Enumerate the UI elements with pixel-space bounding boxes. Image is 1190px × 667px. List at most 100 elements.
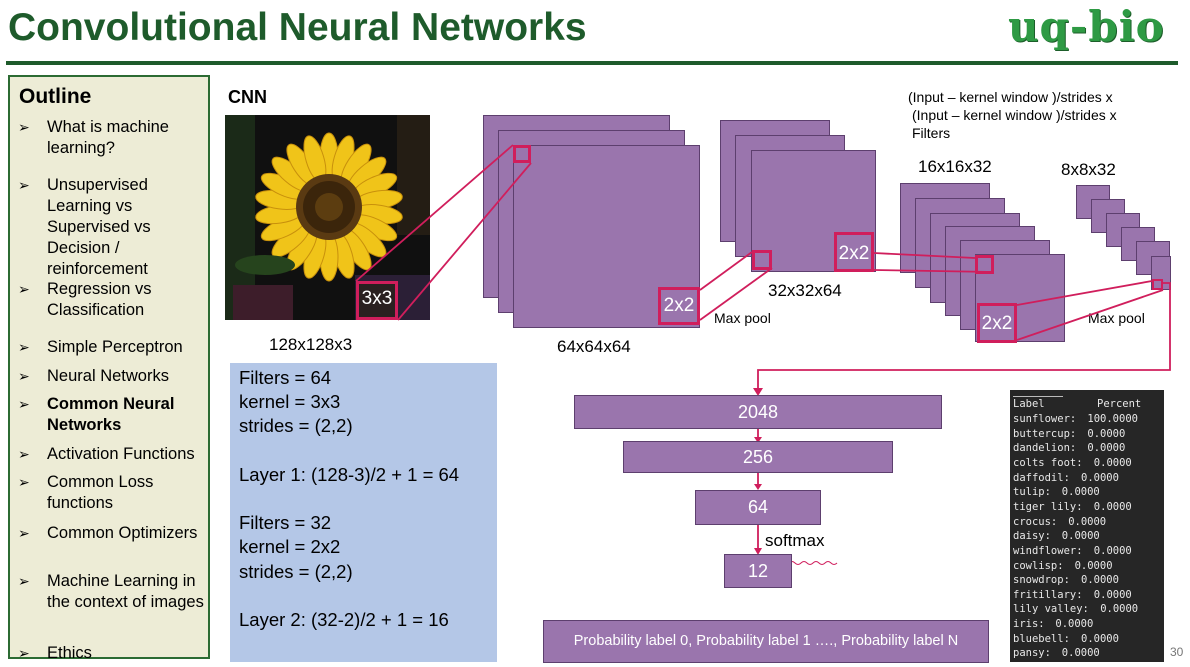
- prediction-percent: 0.0000: [1061, 486, 1100, 499]
- conv2-dims-label: 32x32x64: [768, 281, 842, 300]
- prediction-label: bluebell:: [1013, 632, 1070, 645]
- slide-title: Convolutional Neural Networks: [8, 6, 587, 49]
- probability-output-box: Probability label 0, Probability label 1…: [543, 620, 989, 663]
- formula-line-1: (Input – kernel window )/strides x: [908, 89, 1113, 105]
- input-dims-label: 128x128x3: [269, 335, 353, 354]
- prediction-label: colts foot:: [1013, 456, 1083, 469]
- parameter-line: Layer 1: (128-3)/2 + 1 = 64: [239, 463, 460, 485]
- prediction-percent: 0.0000: [1093, 544, 1132, 557]
- prediction-percent: 0.0000: [1100, 603, 1139, 616]
- prediction-percent: 0.0000: [1081, 632, 1119, 645]
- outline-item-label: Neural Networks: [47, 367, 169, 385]
- parameter-line: Filters = 32: [239, 512, 332, 534]
- outline-heading: Outline: [19, 85, 92, 108]
- conv2-kernel-label: 2x2: [838, 243, 870, 264]
- arrow-bullet-icon: ➢: [18, 368, 30, 384]
- prediction-percent: 0.0000: [1093, 456, 1132, 469]
- conv1-receptive-field: [513, 145, 531, 163]
- parameter-line: Layer 2: (32-2)/2 + 1 = 16: [239, 609, 449, 630]
- prediction-label: daisy:: [1013, 530, 1051, 543]
- prediction-label: lily valley:: [1013, 603, 1089, 616]
- prediction-label: tulip:: [1013, 486, 1051, 499]
- prediction-label: sunflower:: [1013, 413, 1077, 425]
- prediction-label: buttercup:: [1013, 427, 1077, 440]
- prediction-percent: 0.0000: [1068, 515, 1107, 528]
- output-layer-12: 12: [724, 554, 792, 588]
- dense-layer-256: 256: [623, 441, 893, 473]
- prediction-label: dandelion:: [1013, 442, 1077, 455]
- arrow-bullet-icon: ➢: [18, 177, 30, 193]
- kernel-3x3-highlight: [356, 281, 398, 320]
- outline-item-label: Machine Learning in the context of image…: [47, 572, 204, 611]
- parameter-line: kernel = 3x3: [239, 391, 341, 413]
- conv1-dims-label: 64x64x64: [557, 337, 631, 356]
- conv3-dims-label: 16x16x32: [918, 157, 992, 176]
- prediction-label: daffodil:: [1013, 471, 1070, 484]
- conv4-cell: [1152, 279, 1163, 290]
- prediction-percent: 0.0000: [1061, 530, 1100, 543]
- prediction-percent: 0.0000: [1081, 471, 1119, 484]
- arrow-bullet-icon: ➢: [18, 645, 30, 661]
- prediction-label: tiger lily:: [1013, 500, 1083, 513]
- prediction-percent: 0.0000: [1093, 588, 1132, 601]
- output-header-label: Label: [1013, 398, 1045, 410]
- prediction-percent: 0.0000: [1093, 500, 1132, 513]
- outline-item-label: Ethics: [47, 644, 92, 662]
- arrow-bullet-icon: ➢: [18, 281, 30, 297]
- outline-item-label: Common Loss functions: [47, 473, 154, 512]
- outline-item-label: Activation Functions: [47, 445, 195, 463]
- prediction-percent: 0.0000: [1087, 442, 1126, 455]
- pool1-kernel-highlight: [658, 287, 700, 325]
- prediction-label: pansy:: [1013, 647, 1051, 660]
- title-divider: [6, 61, 1178, 65]
- prediction-label: snowdrop:: [1013, 574, 1070, 587]
- parameter-line: Filters = 64: [239, 367, 332, 388]
- dense-layer-64: 64: [695, 490, 821, 525]
- prediction-percent: 0.0000: [1061, 647, 1100, 660]
- conv3-feature-map: [975, 254, 1065, 342]
- conv1-feature-map: [513, 145, 700, 328]
- outline-item-label: Common Neural Networks: [47, 395, 175, 434]
- prediction-label: crocus:: [1013, 515, 1058, 528]
- prediction-percent: 0.0000: [1087, 427, 1126, 440]
- parameter-line: kernel = 2x2: [239, 536, 341, 558]
- prediction-percent: 0.0000: [1055, 618, 1094, 631]
- parameters-panel: Filters = 64 kernel = 3x3 strides = (2,2) L…: [230, 363, 497, 662]
- arrow-bullet-icon: ➢: [18, 119, 30, 135]
- arrow-bullet-icon: ➢: [18, 396, 30, 412]
- parameter-line: strides = (2,2): [239, 415, 353, 437]
- softmax-label: softmax: [765, 531, 825, 550]
- outline-panel: Outline ➢ What is machine learning? ➢ Unsup…: [8, 75, 210, 662]
- conv2-pooled-cell: [752, 250, 772, 270]
- cnn-heading: CNN: [228, 87, 267, 107]
- arrow-bullet-icon: ➢: [18, 525, 30, 541]
- pool1-label: Max pool: [714, 310, 771, 326]
- conv4-dims-label: 8x8x32: [1061, 160, 1116, 179]
- conv2-kernel-highlight: [834, 232, 874, 272]
- outline-item-label: Common Optimizers: [47, 524, 198, 542]
- formula-line-2: (Input – kernel window )/strides x: [912, 107, 1117, 123]
- prediction-percent: 0.0000: [1074, 559, 1113, 572]
- prediction-output-panel: Label Percent sunflower: 100.0000 buttercu…: [1010, 390, 1164, 662]
- prediction-percent: 0.0000: [1081, 574, 1119, 587]
- output-header-percent: Percent: [1097, 398, 1142, 410]
- uq-bio-logo: uq-bio: [1008, 2, 1165, 51]
- prediction-label: cowlisp:: [1013, 559, 1064, 572]
- prediction-label: windflower:: [1013, 544, 1083, 557]
- output-header-rule: [1013, 396, 1063, 397]
- arrow-bullet-icon: ➢: [18, 446, 30, 462]
- parameter-line: strides = (2,2): [239, 560, 353, 582]
- page-number: 30: [1170, 645, 1184, 659]
- arrow-bullet-icon: ➢: [18, 573, 30, 589]
- pool2-kernel-highlight: [977, 303, 1017, 343]
- pool2-label: Max pool: [1088, 310, 1145, 326]
- outline-item-label: Regression vs Classification: [47, 280, 152, 319]
- pool1-kernel-label: 2x2: [663, 295, 695, 316]
- outline-item-label: Simple Perceptron: [47, 338, 183, 356]
- formula-line-3: Filters: [912, 125, 951, 141]
- dense-layer-2048: 2048: [574, 395, 942, 429]
- outline-item-label: What is machine learning?: [47, 118, 169, 157]
- prediction-label: fritillary:: [1013, 588, 1083, 601]
- outline-item-label: Unsupervised Learning vs Supervised vs D…: [47, 176, 151, 278]
